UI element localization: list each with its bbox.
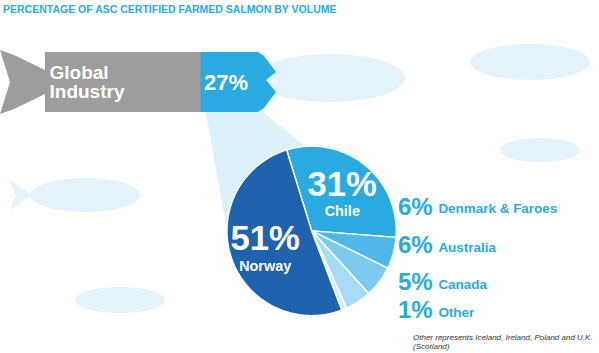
svg-text:GlobalIndustry: GlobalIndustry [50, 62, 125, 102]
html-text:PERCENTAGE OF ASC CERTIFIED FA: PERCENTAGE OF ASC CERTIFIED FARMED SALMO… [3, 3, 337, 15]
svg-text:51%: 51% [231, 219, 300, 257]
svg-text:Australia: Australia [438, 240, 496, 255]
svg-text:31%: 31% [308, 165, 377, 203]
svg-text:Other: Other [438, 305, 475, 320]
svg-text:6%: 6% [398, 193, 433, 220]
svg-text:27%: 27% [204, 70, 248, 95]
svg-text:6%: 6% [398, 231, 433, 258]
svg-text:5%: 5% [398, 268, 433, 295]
svg-text:Canada: Canada [438, 277, 487, 292]
svg-text:1%: 1% [398, 296, 433, 323]
svg-text:Chile: Chile [325, 203, 360, 219]
svg-text:Norway: Norway [239, 258, 291, 274]
html-text:Other represents Iceland, Irel: Other represents Iceland, Ireland, Polan… [413, 333, 593, 352]
svg-text:Denmark & Faroes: Denmark & Faroes [438, 201, 557, 216]
